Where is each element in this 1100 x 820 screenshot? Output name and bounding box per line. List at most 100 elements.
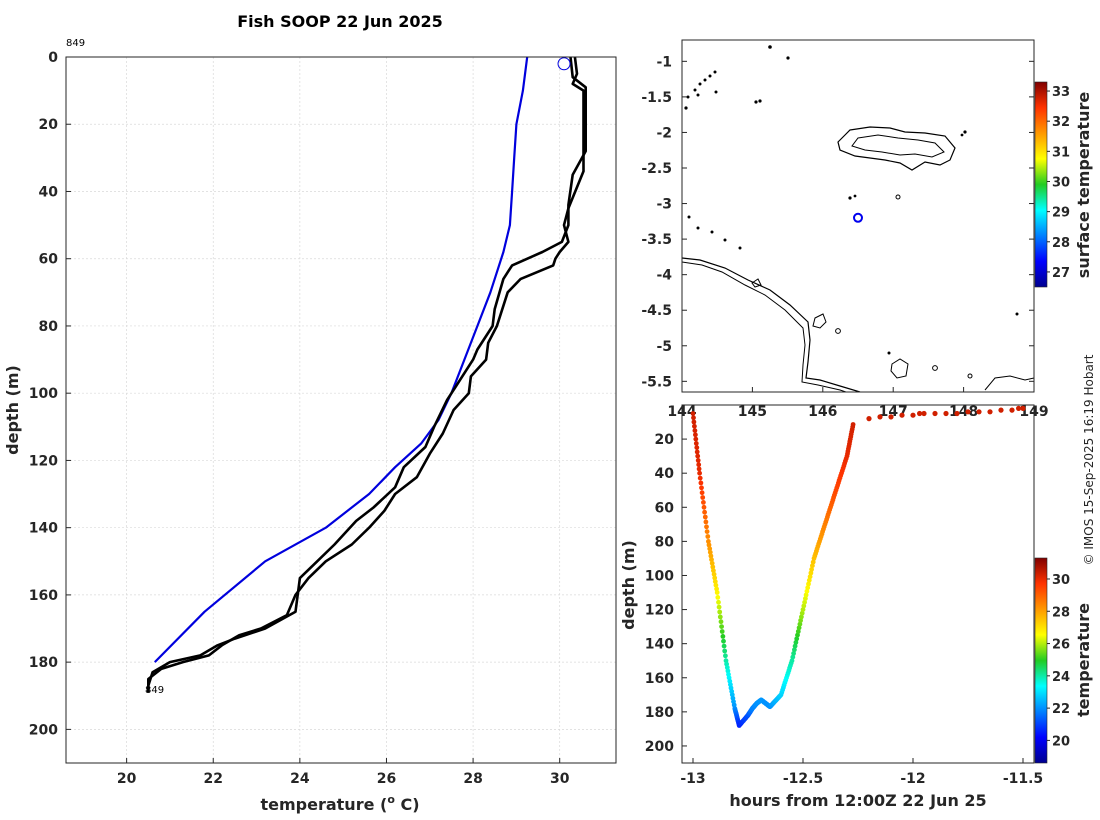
timeseries-x-tick-label: -12: [900, 771, 925, 787]
map-y-tick-label: -3.5: [641, 232, 672, 248]
profile-y-tick-label: 60: [39, 252, 59, 268]
timeseries-point: [789, 658, 795, 664]
timeseries-point: [705, 534, 711, 539]
timeseries-point: [710, 564, 716, 570]
timeseries-point: [795, 632, 800, 638]
timeseries-point: [692, 428, 698, 433]
timeseries-point: [690, 411, 696, 416]
map-axes-box: [681, 39, 1035, 393]
timeseries-point: [701, 504, 707, 510]
timeseries-y-tick-label: 40: [655, 466, 675, 482]
timeseries-point: [792, 643, 798, 649]
map-colorbar: [1035, 82, 1047, 287]
timeseries-point: [706, 542, 712, 548]
timeseries-axes-box: [681, 404, 1035, 764]
profile-y-tick-label: 20: [39, 117, 59, 133]
timeseries-point: [808, 570, 814, 576]
timeseries-point: [709, 557, 714, 562]
timeseries-point: [796, 625, 802, 631]
timeseries-point: [697, 470, 702, 476]
timeseries-surface-point: [1009, 407, 1015, 413]
timeseries-x-tick-label: -12.5: [783, 771, 823, 787]
profile-title: Fish SOOP 22 Jun 2025: [237, 12, 443, 31]
timeseries-point: [697, 475, 703, 481]
timeseries-point: [706, 539, 711, 544]
map-colorbar-label: surface temperature: [1074, 92, 1093, 279]
timeseries-point: [803, 592, 809, 598]
profile-x-tick-label: 26: [377, 771, 396, 787]
timeseries-point: [809, 567, 814, 572]
profile-x-tick-label: 20: [117, 771, 137, 787]
map-colorbar-tick-label: 30: [1052, 175, 1070, 190]
profile-y-tick-label: 100: [29, 386, 58, 402]
timeseries-point: [711, 568, 716, 573]
timeseries-point: [810, 559, 816, 565]
profile-surface-marker: [557, 57, 571, 71]
timeseries-y-tick-label: 200: [645, 739, 674, 755]
profile-line-climatology: [154, 56, 529, 663]
timeseries-point: [721, 643, 727, 649]
timeseries-point: [715, 595, 721, 600]
profile-y-tick-label: 140: [29, 521, 58, 537]
map-y-tick-label: -3: [656, 197, 672, 213]
profile-top-annotation: 849: [66, 38, 85, 49]
timeseries-y-tick-label: 180: [645, 705, 674, 721]
profile-line-profile-up: [147, 56, 587, 687]
timeseries-surface-point: [987, 409, 993, 415]
profile-y-tick-label: 80: [39, 319, 59, 335]
timeseries-surface-point: [899, 412, 905, 418]
timeseries-x-tick-label: -11.5: [1003, 771, 1043, 787]
timeseries-point: [694, 449, 700, 455]
timeseries-surface-point: [943, 410, 949, 417]
profile-y-label: depth (m): [3, 365, 22, 455]
timeseries-colorbar: [1035, 558, 1047, 763]
map-x-tick-label: 145: [738, 404, 767, 420]
timeseries-point: [699, 485, 704, 491]
timeseries-point: [791, 651, 796, 656]
timeseries-y-tick-label: 60: [655, 500, 675, 516]
map-y-tick-label: -1: [656, 54, 672, 70]
profile-axes-box: [65, 56, 617, 764]
map-y-tick-label: -4: [656, 268, 672, 284]
timeseries-point: [803, 596, 808, 601]
map-colorbar-tick-label: 32: [1052, 115, 1070, 130]
timeseries-y-tick-label: 80: [655, 534, 675, 550]
timeseries-point: [709, 560, 715, 566]
profile-bottom-annotation: 849: [145, 685, 164, 696]
timeseries-point: [714, 590, 720, 595]
timeseries-surface-point: [932, 410, 938, 417]
timeseries-point: [712, 579, 718, 584]
profile-y-tick-label: 180: [29, 655, 58, 671]
timeseries-surface-point: [877, 414, 883, 420]
map-y-tick-label: -4.5: [641, 303, 672, 319]
timeseries-point: [795, 629, 801, 634]
profile-x-tick-label: 24: [290, 771, 310, 787]
map-colorbar-tick-label: 31: [1052, 145, 1070, 160]
profile-x-label: temperature (o C): [260, 793, 419, 814]
timeseries-surface-point: [888, 414, 894, 420]
timeseries-surface-point: [866, 416, 872, 422]
profile-x-tick-label: 28: [463, 771, 482, 787]
map-colorbar-tick-label: 27: [1052, 266, 1070, 281]
map-y-tick-label: -1.5: [641, 90, 672, 106]
timeseries-y-tick-label: 20: [655, 432, 675, 448]
timeseries-panel: 20 40 60 80 100 120 140 160 180 200 -13 -12.5 -12 -11…: [619, 404, 1093, 810]
timeseries-point: [699, 490, 705, 496]
map-position-marker: [853, 212, 863, 223]
timeseries-surface-point: [954, 410, 960, 417]
map-colorbar-tick-label: 33: [1052, 85, 1070, 100]
timeseries-point: [691, 415, 696, 421]
map-x-tick-label: 148: [949, 404, 978, 420]
timeseries-point: [695, 453, 701, 459]
map-x-tick-label: 146: [808, 404, 837, 420]
profile-x-tick-label: 30: [550, 771, 570, 787]
timeseries-surface-point: [965, 409, 971, 415]
timeseries-point: [792, 647, 797, 653]
timeseries-point: [721, 638, 726, 644]
profile-y-tick-label: 160: [29, 588, 58, 604]
timeseries-point: [717, 609, 723, 615]
timeseries-point: [693, 432, 698, 438]
timeseries-colorbar-tick-label: 20: [1052, 734, 1070, 749]
